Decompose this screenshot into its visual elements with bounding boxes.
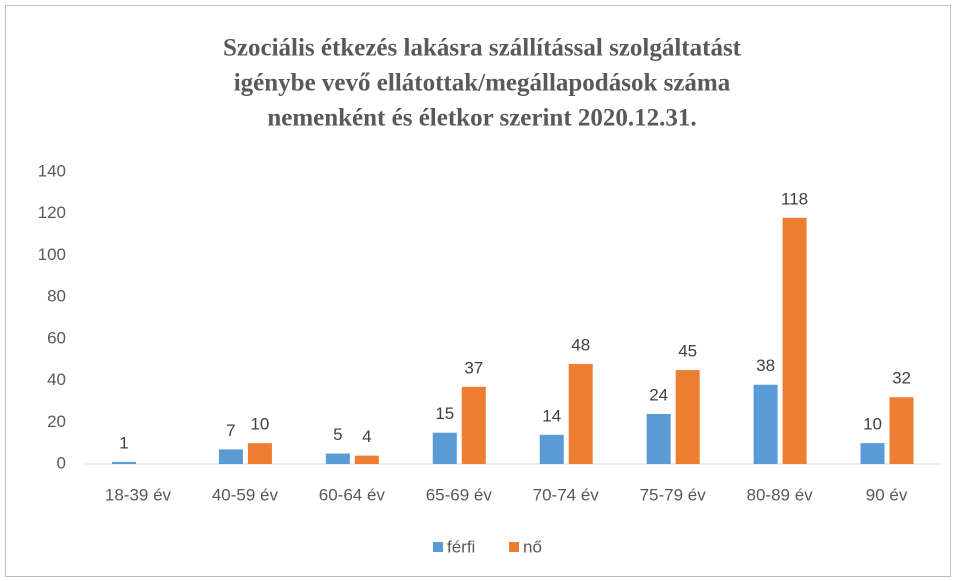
value-label: 24	[649, 385, 668, 404]
value-label: 38	[756, 356, 775, 375]
value-label: 45	[678, 342, 697, 361]
y-tick-label: 80	[47, 287, 66, 306]
bar	[568, 363, 593, 464]
value-label: 10	[250, 415, 269, 434]
value-label: 7	[226, 421, 235, 440]
x-tick-label: 18-39 év	[105, 485, 172, 504]
legend-label: férfi	[447, 537, 475, 556]
chart-title: Szociális étkezés lakásra szállítással s…	[223, 35, 742, 62]
bar	[782, 217, 807, 464]
y-tick-label: 0	[57, 453, 66, 472]
bar	[111, 461, 136, 464]
bar	[218, 449, 243, 464]
x-tick-label: 90 év	[866, 485, 908, 504]
y-tick-label: 60	[47, 328, 66, 347]
bar	[354, 455, 379, 464]
x-tick-label: 60-64 év	[319, 485, 386, 504]
bar	[675, 370, 700, 464]
y-tick-label: 140	[38, 161, 66, 180]
value-label: 14	[542, 406, 561, 425]
y-tick-label: 120	[38, 203, 66, 222]
bar	[432, 432, 457, 464]
value-label: 37	[464, 358, 483, 377]
bar	[860, 443, 885, 464]
value-label: 10	[863, 415, 882, 434]
legend-label: nő	[523, 537, 542, 556]
bar	[247, 443, 272, 464]
bar	[889, 397, 914, 464]
bar	[753, 384, 778, 464]
bar	[461, 386, 486, 464]
value-label: 32	[892, 369, 911, 388]
chart-title: nemenként és életkor szerint 2020.12.31.	[267, 105, 696, 132]
value-label: 4	[362, 427, 371, 446]
x-tick-label: 80-89 év	[747, 485, 814, 504]
x-tick-label: 70-74 év	[533, 485, 600, 504]
legend-swatch	[433, 542, 443, 552]
bar	[539, 434, 564, 464]
value-label: 1	[119, 433, 128, 452]
y-tick-label: 100	[38, 245, 66, 264]
bar	[646, 413, 671, 464]
bar	[325, 453, 350, 464]
chart-title: igénybe vevő ellátottak/megállapodások s…	[234, 70, 731, 97]
x-tick-label: 65-69 év	[426, 485, 493, 504]
y-tick-label: 20	[47, 412, 66, 431]
legend-swatch	[509, 542, 519, 552]
value-label: 5	[333, 425, 342, 444]
value-label: 48	[571, 335, 590, 354]
x-tick-label: 40-59 év	[212, 485, 279, 504]
value-label: 118	[781, 189, 808, 208]
value-label: 15	[435, 404, 454, 423]
y-tick-label: 40	[47, 370, 66, 389]
x-tick-label: 75-79 év	[640, 485, 707, 504]
